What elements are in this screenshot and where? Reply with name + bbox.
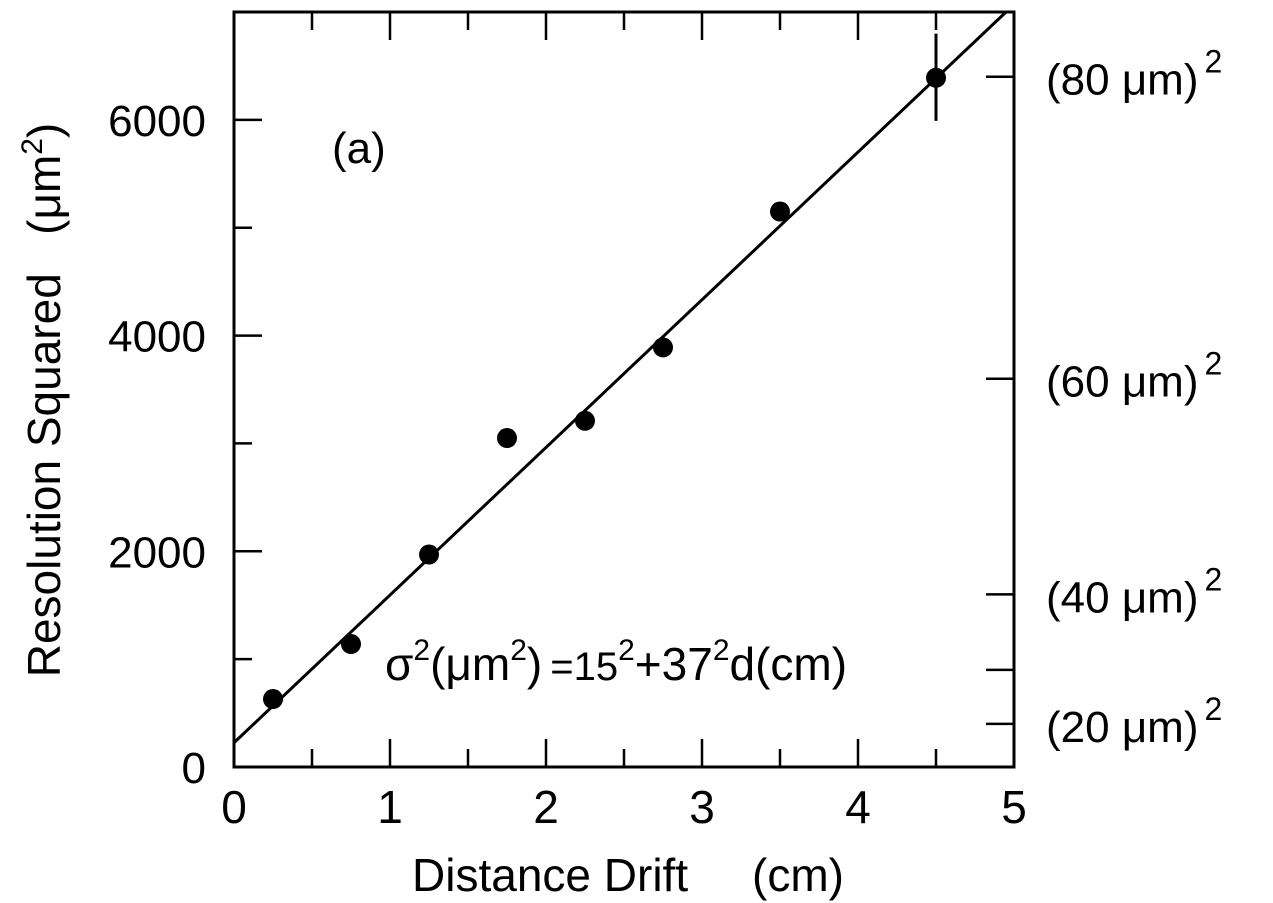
x-axis-label: Distance Drift (cm) bbox=[412, 849, 844, 901]
data-point bbox=[653, 337, 673, 358]
axis-tick-labels: 0 1 2 3 4 5 0 2000 4000 6000 bbox=[108, 97, 1027, 833]
right-tick-label: (80 μm) 2 bbox=[1046, 44, 1222, 105]
fit-line bbox=[232, 10, 1008, 744]
panel-label: (a) bbox=[332, 124, 386, 173]
y-tick-label: 2000 bbox=[108, 528, 206, 577]
right-tick-label: (20 μm) 2 bbox=[1046, 691, 1222, 752]
y-axis-label: Resolution Squared (μm2) bbox=[16, 123, 70, 678]
data-point bbox=[419, 544, 439, 565]
right-tick-label: (40 μm) 2 bbox=[1046, 561, 1222, 622]
right-tick-label: (60 μm) 2 bbox=[1046, 346, 1222, 407]
x-tick-label: 5 bbox=[1001, 781, 1027, 833]
x-tick-label: 0 bbox=[221, 781, 247, 833]
x-tick-label: 4 bbox=[845, 781, 871, 833]
data-point bbox=[926, 67, 946, 88]
x-tick-label: 3 bbox=[689, 781, 715, 833]
data-points bbox=[263, 33, 946, 710]
y-tick-label: 0 bbox=[182, 744, 206, 793]
x-tick-label: 1 bbox=[377, 781, 403, 833]
data-point bbox=[497, 428, 517, 449]
data-point bbox=[575, 410, 595, 431]
x-tick-label: 2 bbox=[533, 781, 559, 833]
data-point bbox=[341, 634, 361, 655]
fit-formula: σ2(μm2) =152+372d(cm) bbox=[385, 634, 847, 690]
right-axis-labels: (20 μm) 2 (40 μm) 2 (60 μm) 2 (80 μm) 2 bbox=[1046, 44, 1222, 752]
data-point bbox=[263, 689, 283, 710]
axis-ticks bbox=[232, 12, 1016, 769]
y-tick-label: 6000 bbox=[108, 97, 206, 146]
data-point bbox=[770, 201, 790, 222]
y-tick-label: 4000 bbox=[108, 313, 206, 362]
